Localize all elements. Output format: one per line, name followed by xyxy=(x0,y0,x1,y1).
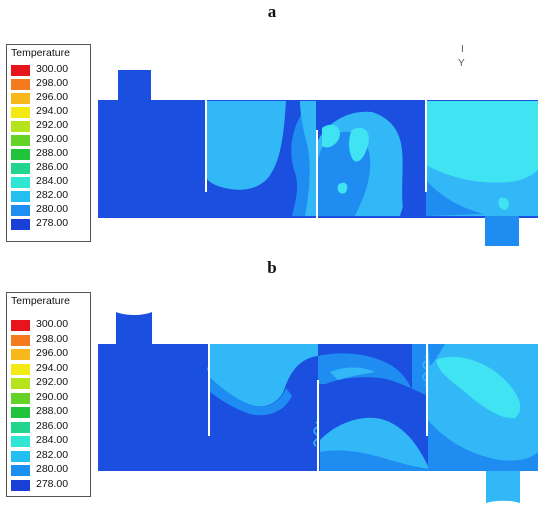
inlet-pipe xyxy=(118,70,151,101)
legend-value: 300.00 xyxy=(36,63,69,75)
legend-value: 282.00 xyxy=(36,189,69,201)
legend-value: 280.00 xyxy=(36,203,69,215)
legend-swatch xyxy=(11,219,30,230)
legend-value: 296.00 xyxy=(36,91,69,103)
legend-value: 298.00 xyxy=(36,77,69,89)
contour-region xyxy=(300,101,316,216)
legend-swatch xyxy=(11,421,30,433)
contour-panel-b xyxy=(98,312,538,503)
legend-swatch xyxy=(11,149,30,160)
temperature-legend-b: Temperature 300.00 298.00 296.00 294.00 292.… xyxy=(6,292,91,497)
contour-region xyxy=(210,344,318,407)
legend-swatch xyxy=(11,205,30,216)
legend-value: 296.00 xyxy=(36,347,69,359)
outlet-pipe xyxy=(485,216,519,246)
legend-value: 294.00 xyxy=(36,361,69,374)
legend-swatch xyxy=(11,378,30,389)
legend-value: 292.00 xyxy=(36,376,69,388)
legend-value: 292.00 xyxy=(36,119,69,131)
legend-value: 278.00 xyxy=(36,477,69,490)
legend-swatch xyxy=(11,320,30,331)
legend-value: 278.00 xyxy=(36,217,69,229)
legend-swatch xyxy=(11,407,30,418)
legend-title: Temperature xyxy=(11,47,70,59)
legend-value: 288.00 xyxy=(36,405,69,417)
contour-region xyxy=(498,197,509,210)
legend-swatch xyxy=(11,107,30,118)
legend-swatch xyxy=(11,79,30,90)
legend-swatch xyxy=(11,191,30,202)
legend-swatch xyxy=(11,93,30,104)
legend-value: 288.00 xyxy=(36,147,69,159)
legend-value: 294.00 xyxy=(36,105,69,117)
legend-value: 282.00 xyxy=(36,448,69,461)
contour-region xyxy=(372,101,425,216)
contour-region xyxy=(349,127,369,162)
legend-swatch xyxy=(11,163,30,174)
contour-region xyxy=(330,367,375,380)
y-axis-tick: I xyxy=(461,44,464,55)
legend-swatch xyxy=(11,450,30,462)
legend-swatch xyxy=(11,135,30,146)
legend-value: 280.00 xyxy=(36,463,69,475)
legend-value: 284.00 xyxy=(36,434,69,446)
y-axis-label: Y xyxy=(458,58,465,69)
panel-label-a: a xyxy=(267,2,277,21)
legend-swatch xyxy=(11,363,30,375)
contour-region xyxy=(428,420,538,471)
contour-region xyxy=(322,124,340,148)
contour-region xyxy=(337,182,348,194)
legend-value: 284.00 xyxy=(36,175,69,187)
contour-region xyxy=(428,344,445,366)
legend-swatch xyxy=(11,349,30,360)
contour-region xyxy=(206,101,286,190)
legend-swatch xyxy=(11,334,30,346)
legend-swatch xyxy=(11,465,30,476)
contour-region xyxy=(320,450,450,471)
legend-value: 290.00 xyxy=(36,133,69,145)
inlet-pipe xyxy=(116,312,152,345)
legend-swatch xyxy=(11,479,30,491)
legend-swatch xyxy=(11,177,30,188)
temperature-legend-a: Temperature 300.00 298.00 296.00 294.00 292.… xyxy=(6,44,91,242)
panel-label-b: b xyxy=(267,258,277,277)
legend-swatch xyxy=(11,121,30,132)
legend-swatch xyxy=(11,65,30,76)
legend-value: 286.00 xyxy=(36,161,69,173)
contour-region xyxy=(210,378,292,416)
contour-region xyxy=(426,180,484,216)
legend-swatch xyxy=(11,436,30,447)
legend-title: Temperature xyxy=(11,295,70,307)
legend-swatch xyxy=(11,392,30,404)
outlet-pipe xyxy=(486,470,520,503)
legend-value: 286.00 xyxy=(36,419,69,432)
legend-value: 298.00 xyxy=(36,332,69,345)
contour-region xyxy=(436,356,521,419)
legend-value: 300.00 xyxy=(36,318,69,330)
legend-value: 290.00 xyxy=(36,390,69,403)
contour-region xyxy=(318,344,426,395)
contour-panel-a xyxy=(98,70,538,246)
y-axis-indicator: I Y xyxy=(458,44,465,69)
